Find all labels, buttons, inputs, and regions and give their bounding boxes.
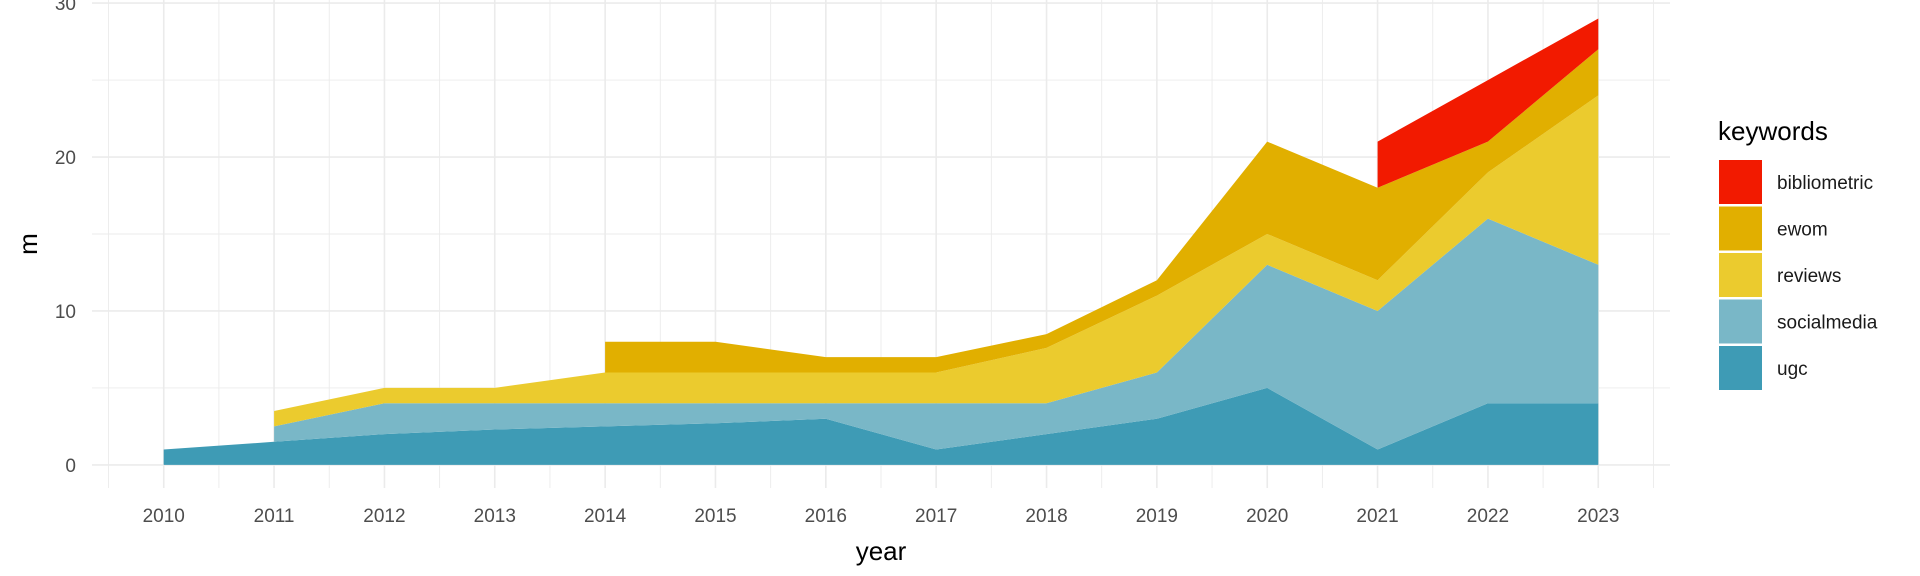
- x-tick-label: 2015: [694, 506, 736, 527]
- area-ugc: [163, 387, 1599, 465]
- x-axis-title: year: [856, 536, 907, 566]
- legend-title: keywords: [1718, 116, 1828, 146]
- legend-label-ugc: ugc: [1777, 359, 1808, 380]
- x-tick-label: 2010: [143, 506, 185, 527]
- legend-label-ewom: ewom: [1777, 220, 1828, 241]
- x-tick-label: 2013: [474, 506, 516, 527]
- legend: keywords bibliometric ewom reviews socialme…: [1718, 116, 1878, 390]
- x-tick-label: 2012: [363, 506, 405, 527]
- legend-key-ugc: [1719, 346, 1762, 390]
- y-axis-title: m: [13, 233, 43, 255]
- x-tick-label: 2019: [1136, 506, 1178, 527]
- x-tick-label: 2020: [1246, 506, 1288, 527]
- y-axis-ticks: 0 10 20 30: [55, 0, 76, 477]
- x-tick-label: 2022: [1467, 506, 1509, 527]
- legend-key-bibliometric: [1719, 160, 1762, 204]
- x-tick-label: 2021: [1356, 506, 1398, 527]
- y-tick-label: 0: [65, 456, 76, 477]
- legend-key-ewom: [1719, 206, 1762, 251]
- x-tick-label: 2011: [254, 506, 295, 527]
- y-tick-label: 20: [55, 148, 76, 169]
- x-tick-label: 2016: [805, 506, 847, 527]
- legend-label-bibliometric: bibliometric: [1777, 173, 1873, 194]
- legend-label-reviews: reviews: [1777, 266, 1841, 287]
- legend-key-reviews: [1719, 253, 1762, 297]
- area-socialmedia: [274, 218, 1599, 450]
- y-tick-label: 30: [55, 0, 76, 15]
- y-tick-label: 10: [55, 302, 76, 323]
- x-tick-label: 2023: [1577, 506, 1619, 527]
- legend-label-socialmedia: socialmedia: [1777, 313, 1878, 334]
- areas: [163, 18, 1599, 465]
- legend-key-socialmedia: [1719, 299, 1762, 344]
- area-ewom: [605, 49, 1599, 373]
- area-reviews: [274, 95, 1599, 427]
- area-bibliometric: [1377, 18, 1599, 188]
- x-tick-label: 2018: [1025, 506, 1067, 527]
- x-tick-label: 2017: [915, 506, 957, 527]
- x-tick-label: 2014: [584, 506, 627, 527]
- x-axis-ticks: 2010 2011 2012 2013 2014 2015 2016 2017 2018 2019…: [143, 506, 1620, 527]
